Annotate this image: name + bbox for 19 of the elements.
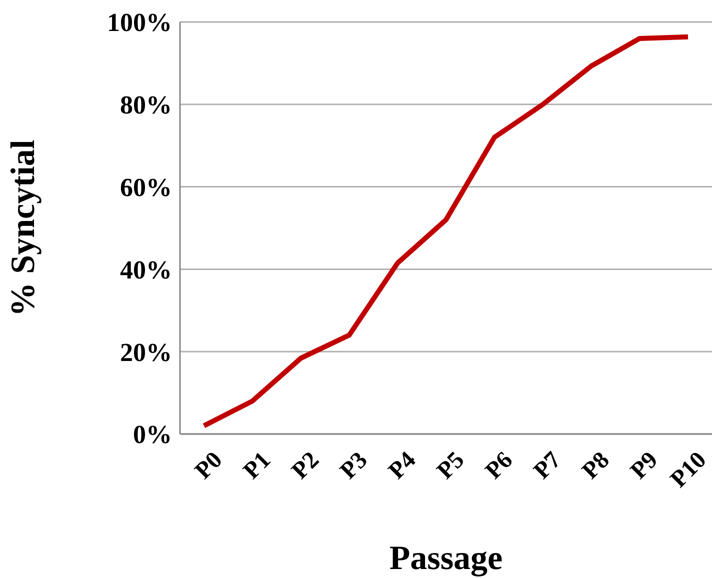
y-tick-label: 40% [120, 255, 172, 284]
x-tick-label: P10 [666, 447, 712, 493]
x-tick-label: P1 [238, 447, 276, 484]
y-tick-label: 60% [120, 173, 172, 202]
x-tick-label: P4 [384, 447, 422, 484]
y-tick-label: 80% [120, 90, 172, 120]
y-tick-label: 20% [120, 338, 172, 367]
x-tick-label: P8 [578, 447, 615, 484]
x-tick-label: P2 [287, 447, 324, 484]
x-axis-title: Passage [389, 540, 503, 577]
x-tick-label: P7 [529, 447, 566, 484]
x-tick-label: P9 [626, 447, 664, 484]
x-tick-label: P5 [432, 447, 470, 484]
x-tick-label: P3 [336, 447, 373, 484]
y-tick-label: 0% [133, 420, 172, 450]
y-axis-title: % Syncytial [5, 140, 42, 316]
y-tick-label: 100% [107, 8, 172, 38]
x-tick-label: P0 [190, 447, 228, 484]
x-tick-label: P6 [480, 447, 518, 484]
